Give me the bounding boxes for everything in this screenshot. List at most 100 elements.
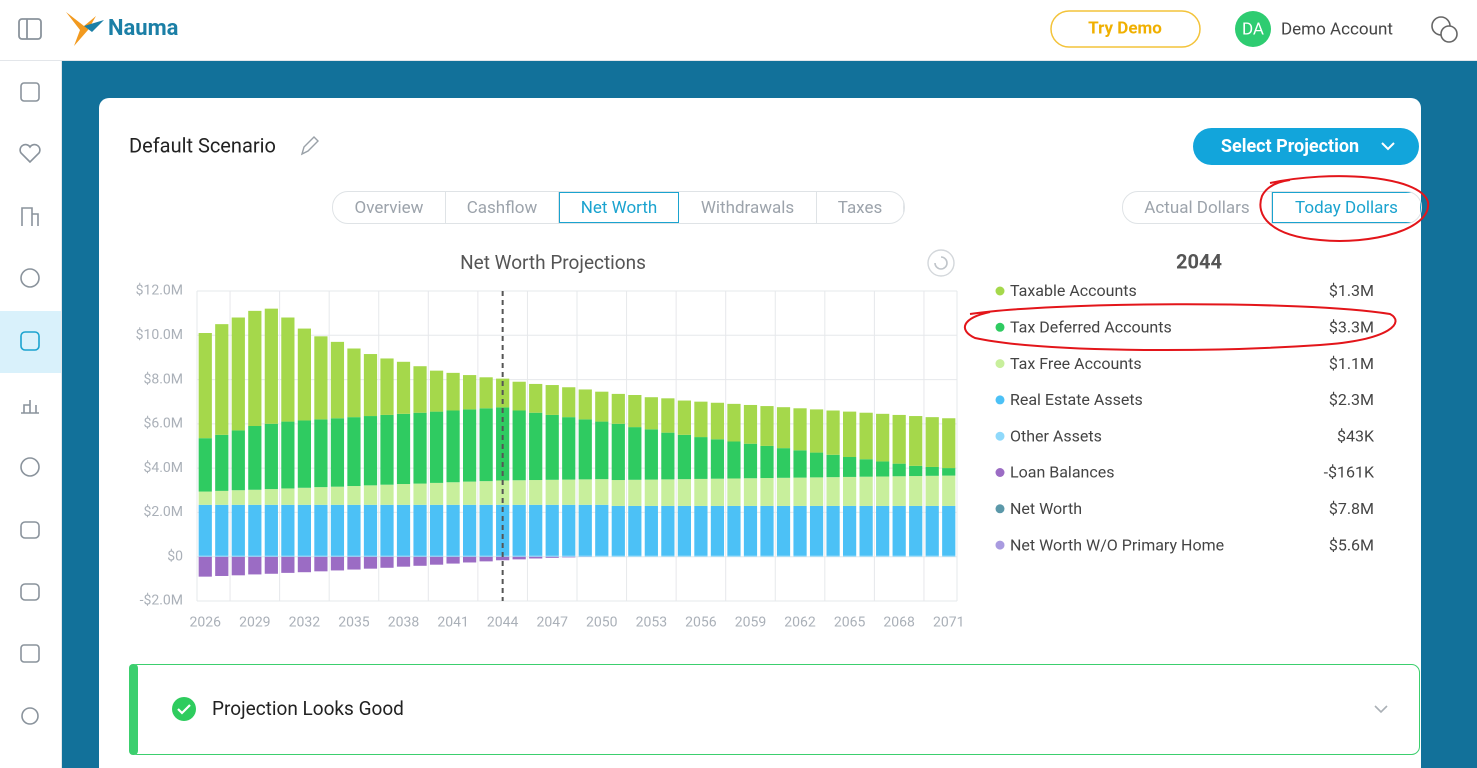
avatar[interactable] [1235,11,1271,47]
bar-segment [479,377,493,409]
logo [66,12,96,46]
bar-segment [529,480,543,505]
bar-segment [413,412,427,484]
sidebar-toggle-icon[interactable] [18,18,42,40]
legend-name: Tax Free Accounts [1010,354,1142,373]
select-projection-label: Select Projection [1221,136,1359,157]
bar-segment [496,556,510,561]
bar-segment [760,555,774,557]
x-tick-label: 2065 [834,615,866,631]
x-tick-label: 2044 [487,615,519,631]
tab[interactable]: Overview [333,192,446,223]
bar-segment [314,487,328,505]
bar-segment [826,410,840,455]
bar-segment [809,452,824,478]
legend-name: Other Assets [1010,426,1102,445]
nav-icon[interactable] [20,644,40,663]
bar-segment [562,504,576,556]
bar-segment [909,465,923,477]
tab[interactable]: Withdrawals [679,192,817,223]
nav-icon[interactable] [21,400,39,414]
bar-segment [578,555,592,557]
bar-segment [281,317,295,422]
legend-dot [995,468,1005,477]
nav-icon[interactable] [20,457,40,477]
bar-segment [710,478,725,506]
bar-segment [380,358,394,415]
nav-icon[interactable] [21,207,39,226]
nav-icon[interactable] [19,143,41,164]
nav-icon[interactable] [20,521,40,539]
bar-segment [859,476,873,506]
dollar-option[interactable]: Today Dollars [1272,192,1421,223]
bar-segment [661,398,675,433]
bar-segment [677,555,691,557]
bar-segment [429,556,444,565]
nav-icon[interactable] [20,82,40,102]
bar-segment [363,555,378,557]
bar-segment [859,555,873,557]
status-accent [129,664,138,755]
year-panel: 2044 Taxable Accounts $1.3M Tax Deferred Ac… [995,249,1375,554]
tab[interactable]: Taxes [817,192,904,223]
bar-segment [942,468,956,476]
bar-segment [562,555,576,557]
bar-segment [512,381,526,411]
edit-icon[interactable] [300,136,319,156]
bar-segment [314,556,328,572]
bar-segment [529,383,543,413]
bar-segment [843,555,857,557]
select-projection-button[interactable] [1193,128,1419,165]
bar-segment [578,479,592,505]
nav-icon[interactable] [20,583,40,601]
dollar-option[interactable]: Actual Dollars [1123,192,1272,223]
bar-segment [677,479,691,506]
x-tick-label: 2062 [784,615,816,631]
bar-segment [198,438,212,492]
bar-segment [644,479,658,506]
bar-segment [677,400,691,435]
bar-segment [231,317,245,431]
nav-icon[interactable] [21,707,39,725]
bar-segment [347,555,361,557]
y-tick-label: -$2.0M [140,592,183,609]
bar-segment [479,556,493,562]
bar-segment [578,504,592,556]
bar-segment [446,556,460,564]
bar-segment [429,482,444,505]
tab[interactable]: Net Worth [559,192,679,223]
account-name[interactable]: Demo Account [1281,19,1393,39]
bar-segment [248,489,262,505]
try-demo-button[interactable] [1050,10,1201,48]
legend-name: Tax Deferred Accounts [1010,318,1172,337]
status-check [177,704,191,715]
y-tick-label: $4.0M [143,459,183,476]
reset-zoom-button[interactable] [927,249,955,277]
bar-segment [776,448,791,478]
bar-segment [496,407,510,481]
bar-segment [826,454,840,478]
x-tick-label: 2050 [586,615,618,631]
bar-segment [562,417,576,480]
bar-segment [727,555,741,557]
x-tick-label: 2068 [883,615,915,631]
bar-segment [215,555,229,557]
bar-segment [347,504,361,556]
bar-segment [942,475,956,506]
bar-segment [628,479,642,506]
bar-segment [396,413,411,485]
bar-segment [942,505,956,556]
reset-zoom-icon [934,256,948,270]
bar-segment [644,555,658,557]
nav-icon[interactable] [20,268,40,288]
tab[interactable]: Cashflow [446,192,559,223]
nav-icon[interactable] [20,331,40,351]
y-tick-label: $0 [167,547,183,564]
bar-segment [793,477,807,506]
bar-segment [413,555,427,557]
bar-segment [826,477,840,506]
bar-segment [529,412,543,481]
expand-chevron[interactable] [1374,705,1388,714]
legend-value: $1.1M [1329,354,1374,373]
bar-segment [314,555,328,557]
